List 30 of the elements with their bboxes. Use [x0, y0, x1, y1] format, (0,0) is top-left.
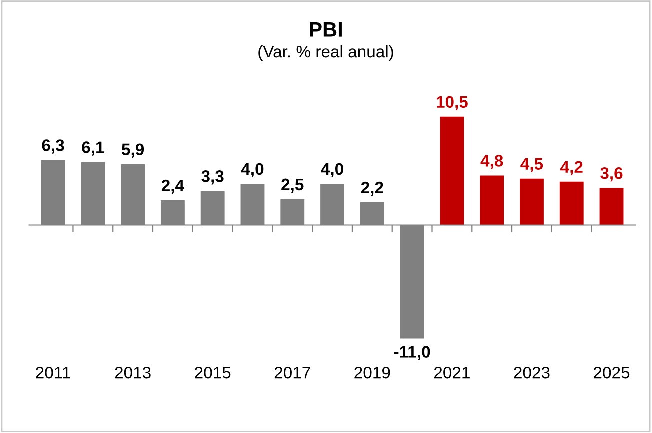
- bar: [480, 176, 504, 226]
- chart-title: PBI: [310, 22, 342, 37]
- x-tick-label: 2011: [36, 366, 70, 379]
- x-tick-label: 2025: [594, 366, 630, 379]
- x-tick-label: 2015: [195, 366, 231, 379]
- data-label: 4,2: [560, 161, 583, 176]
- data-label: 6,3: [42, 140, 64, 154]
- data-label: 2,4: [162, 180, 184, 194]
- data-label: 3,3: [202, 170, 224, 185]
- x-tick-label: 2013: [115, 366, 151, 379]
- data-label: 4,5: [520, 158, 544, 172]
- x-tick-label: 2017: [274, 366, 310, 379]
- data-label: 2,5: [282, 178, 304, 194]
- data-label: 10,5: [437, 96, 468, 110]
- x-tick-label: 2019: [354, 366, 390, 379]
- data-label: 4,8: [480, 155, 504, 170]
- bar: [440, 116, 464, 226]
- x-tick-label: 2023: [514, 366, 550, 379]
- data-label: 4,0: [321, 163, 344, 178]
- x-tick-label: 2021: [434, 366, 470, 379]
- bar: [600, 188, 624, 226]
- data-label: -11,0: [394, 346, 430, 360]
- data-label: 2,2: [361, 182, 384, 196]
- data-label: 5,9: [122, 144, 144, 158]
- data-label: 6,1: [82, 142, 104, 156]
- data-label: 4,0: [241, 163, 264, 178]
- chart-subtitle: (Var. % real anual): [258, 45, 394, 61]
- data-label: 3,6: [600, 167, 623, 182]
- bar: [520, 178, 544, 226]
- bar: [560, 182, 584, 226]
